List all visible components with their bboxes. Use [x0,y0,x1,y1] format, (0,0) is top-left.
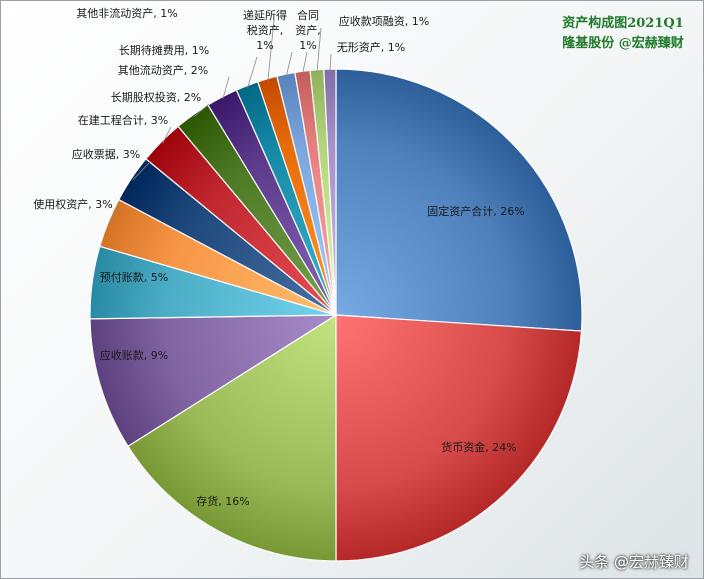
leader-line-12 [285,51,293,77]
slice-label-11: 其他非流动资产, 1% [76,6,177,20]
slice-label-6: 应收票据, 3% [72,147,140,161]
chart-subtitle: 隆基股份 @宏赫臻财 [562,35,684,51]
leader-line-5 [109,207,120,224]
leader-line-11 [267,19,275,81]
chart-title: 资产构成图2021Q1 [562,15,684,31]
slice-label-0: 固定资产合计, 26% [427,204,524,218]
leader-lines [109,19,332,224]
slice-label-15: 无形资产, 1% [337,40,405,54]
slice-label-1: 货币资金, 24% [441,440,516,454]
slice-labels: 固定资产合计, 26% 货币资金, 24% 存货, 16% 应收账款, 9% 预付账款,… [33,6,524,508]
leader-line-7 [162,126,172,144]
pie-slices [89,68,583,562]
watermark: 头条 @宏赫臻财 [579,553,689,571]
slice-label-9: 其他流动资产, 2% [118,63,208,77]
slice-label-7: 在建工程合计, 3% [78,113,168,127]
leader-line-10 [247,56,258,88]
slice-label-2: 存货, 16% [196,494,249,508]
leader-line-8 [193,103,210,118]
slice-label-14: 应收款项融资, 1% [339,14,429,28]
slice-label-10: 长期待摊费用, 1% [119,43,209,57]
pie-slice-3 [89,314,339,448]
leader-line-15 [329,53,332,72]
leader-line-9 [222,76,230,99]
slice-label-4: 预付账款, 5% [100,270,168,284]
leader-line-13 [302,51,308,74]
leader-line-6 [132,160,152,180]
pie-slice-1 [335,314,583,562]
slice-label-3: 应收账款, 9% [100,348,168,362]
slice-label-5: 使用权资产, 3% [33,197,112,211]
leader-line-14 [316,27,322,72]
slice-label-12: 递延所得税资产, 1% [243,8,287,52]
pie-slice-2 [127,313,337,562]
slice-label-8: 长期股权投资, 2% [111,90,201,104]
pie-slice-0 [335,68,583,332]
slice-label-13: 合同资产, 1% [295,8,321,52]
